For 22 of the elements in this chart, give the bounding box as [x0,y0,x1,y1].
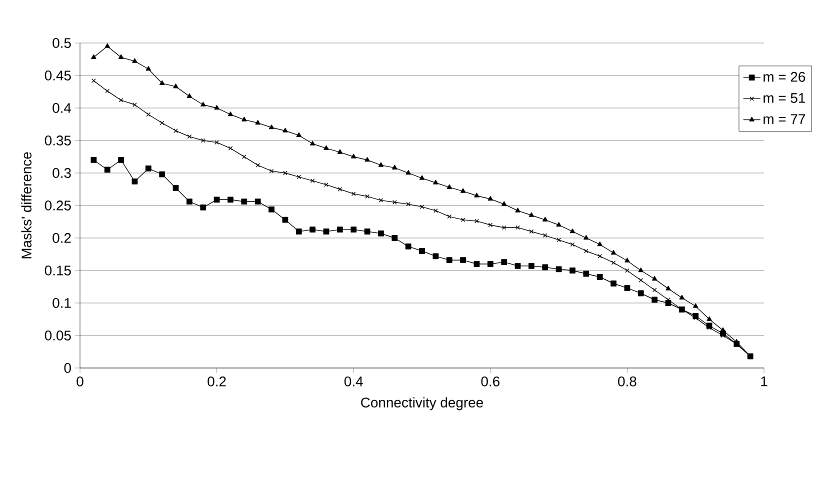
y-axis-title: Masks' difference [21,152,32,258]
x-axis-title: Connectivity degree [361,397,483,410]
y-tick-label: 0 [64,363,71,373]
y-tick-label: 0.05 [44,330,71,340]
legend-label: m = 51 [764,93,806,103]
y-tick-label: 0.4 [52,103,72,113]
x-tick-label: 0.6 [481,376,500,386]
x-tick-label: 1 [761,376,768,386]
x-tick-label: 0.8 [618,376,636,386]
legend-label: m = 77 [764,114,805,124]
y-tick-label: 0.5 [52,38,71,48]
x-tick-label: 0.4 [344,376,363,386]
y-tick-label: 0.2 [52,233,71,243]
y-tick-label: 0.35 [44,136,71,146]
y-tick-label: 0.3 [52,168,71,178]
y-tick-label: 0.15 [44,266,71,276]
y-tick-label: 0.25 [44,200,71,210]
y-tick-label: 0.1 [52,298,71,308]
x-tick-label: 0.2 [208,376,226,386]
legend-label: m = 26 [764,72,806,82]
x-tick-label: 0 [76,376,84,386]
y-tick-label: 0.45 [44,70,71,80]
